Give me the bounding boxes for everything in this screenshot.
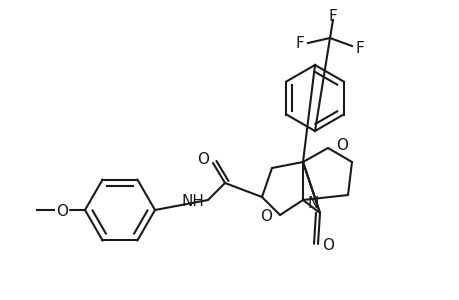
Text: F: F <box>355 40 364 56</box>
Text: O: O <box>56 203 68 218</box>
Text: O: O <box>196 152 208 167</box>
Text: N: N <box>308 196 319 211</box>
Text: F: F <box>295 35 304 50</box>
Text: O: O <box>335 139 347 154</box>
Text: NH: NH <box>181 194 203 209</box>
Text: O: O <box>321 238 333 253</box>
Text: O: O <box>259 209 271 224</box>
Text: F: F <box>328 8 336 23</box>
